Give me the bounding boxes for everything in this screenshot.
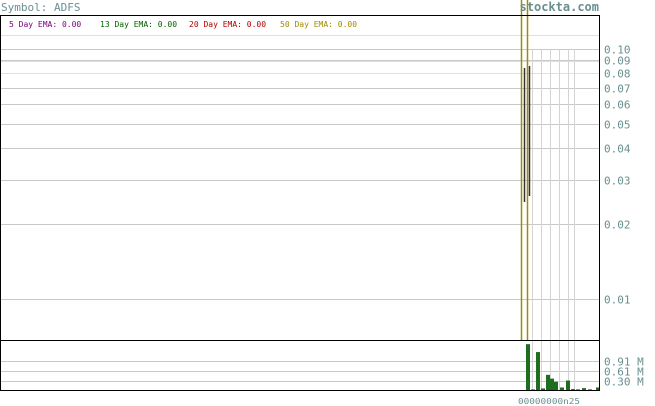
volume-bar bbox=[526, 344, 530, 390]
price-tick-label: 0.03 bbox=[604, 175, 631, 188]
volume-bar bbox=[571, 389, 575, 391]
price-tick-label: 0.02 bbox=[604, 219, 631, 232]
volume-bar bbox=[566, 380, 570, 390]
volume-bar bbox=[560, 387, 564, 390]
price-tick-label: 0.04 bbox=[604, 143, 631, 156]
volume-bar bbox=[582, 388, 586, 390]
price-axis: 0.100.090.08 0.07 0.06 0.05 0.04 0.03 0.02 0.01 bbox=[604, 44, 631, 307]
price-lines bbox=[520, 0, 531, 340]
price-tick-label: 0.08 bbox=[604, 68, 631, 81]
x-axis-ticks: 00000000n25 bbox=[518, 397, 580, 406]
volume-bar bbox=[541, 388, 545, 390]
price-tick-label: 0.05 bbox=[604, 119, 631, 132]
price-tick-label: 0.10 bbox=[604, 44, 631, 57]
volume-bars bbox=[526, 344, 600, 391]
legend-ema-13: 13 Day EMA: 0.00 bbox=[100, 20, 177, 29]
watermark: stockta.com bbox=[520, 0, 599, 14]
volume-bar bbox=[596, 387, 600, 390]
volume-panel-frame bbox=[0, 340, 600, 391]
volume-tick-label: 0.91 M bbox=[604, 356, 644, 369]
price-grid bbox=[1, 35, 599, 340]
price-tick-label: 0.06 bbox=[604, 99, 631, 112]
volume-bar bbox=[576, 389, 580, 391]
volume-grid bbox=[1, 341, 599, 390]
volume-tick-label: 0.61 M bbox=[604, 366, 644, 379]
volume-bar bbox=[550, 378, 554, 390]
volume-axis: 0.91 M0.61 M0.30 M bbox=[604, 356, 644, 389]
price-tick-label: 0.07 bbox=[604, 83, 631, 96]
price-tick-label: 0.01 bbox=[604, 294, 631, 307]
volume-bar bbox=[531, 389, 535, 391]
price-tick-label: 0.09 bbox=[604, 55, 631, 68]
volume-tick-label: 0.30 M bbox=[604, 376, 644, 389]
legend-ema-50: 50 Day EMA: 0.00 bbox=[280, 20, 357, 29]
symbol-label: Symbol: ADFS bbox=[1, 1, 80, 14]
legend-ema-20: 20 Day EMA: 0.00 bbox=[189, 20, 266, 29]
volume-bar bbox=[588, 389, 592, 391]
volume-bar bbox=[546, 374, 550, 390]
volume-bar bbox=[536, 352, 540, 390]
volume-bar bbox=[554, 381, 558, 390]
legend-ema-5: 5 Day EMA: 0.00 bbox=[9, 20, 81, 29]
